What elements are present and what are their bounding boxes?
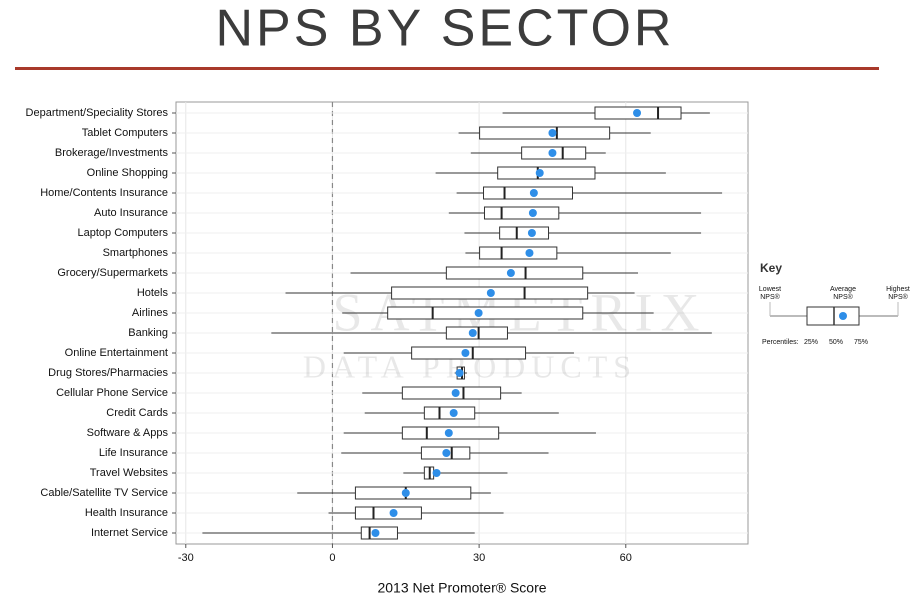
box bbox=[499, 226, 550, 240]
y-tick-label: Grocery/Supermarkets bbox=[57, 267, 168, 279]
y-tick-label: Brokerage/Investments bbox=[55, 147, 169, 159]
y-tick-label: Auto Insurance bbox=[94, 207, 168, 219]
key-label: 25% bbox=[804, 339, 818, 346]
chart-title: NPS BY SECTOR bbox=[216, 0, 675, 58]
mean bbox=[633, 109, 642, 117]
y-tick-label: Drug Stores/Pharmacies bbox=[48, 367, 168, 379]
mean bbox=[548, 149, 557, 157]
x-tick-label: 0 bbox=[329, 552, 335, 564]
y-tick-label: Internet Service bbox=[91, 527, 168, 539]
mean bbox=[444, 429, 453, 437]
key-label: 50% bbox=[829, 339, 843, 346]
title-rule bbox=[15, 67, 879, 70]
y-tick-label: Laptop Computers bbox=[78, 227, 169, 239]
key-label: Highest bbox=[886, 286, 910, 293]
mean bbox=[468, 329, 477, 337]
box bbox=[387, 306, 584, 320]
x-axis-label: 2013 Net Promoter® Score bbox=[377, 580, 546, 596]
mean bbox=[389, 509, 398, 517]
y-tick-label: Home/Contents Insurance bbox=[40, 187, 168, 199]
y-tick-label: Smartphones bbox=[103, 247, 169, 259]
mean bbox=[548, 129, 557, 137]
mean bbox=[486, 289, 495, 297]
y-tick-label: Hotels bbox=[137, 287, 169, 299]
y-tick-label: Tablet Computers bbox=[82, 127, 169, 139]
mean bbox=[529, 189, 538, 197]
mean bbox=[449, 409, 458, 417]
box bbox=[423, 406, 476, 420]
key-label: NPS® bbox=[888, 293, 908, 301]
mean bbox=[432, 469, 441, 477]
key-label: Percentiles: bbox=[762, 339, 799, 346]
box bbox=[354, 486, 472, 500]
key-label: 75% bbox=[854, 339, 868, 346]
key-label: Lowest bbox=[759, 286, 781, 293]
box bbox=[479, 246, 558, 260]
y-tick-label: Banking bbox=[128, 327, 168, 339]
key-box bbox=[806, 306, 860, 326]
y-tick-label: Airlines bbox=[132, 307, 169, 319]
y-tick-label: Cable/Satellite TV Service bbox=[40, 487, 168, 499]
mean bbox=[525, 249, 534, 257]
mean bbox=[451, 389, 460, 397]
x-tick-label: 30 bbox=[473, 552, 485, 564]
mean bbox=[371, 529, 380, 537]
key-label: Average bbox=[830, 286, 856, 293]
key-label: NPS® bbox=[833, 293, 853, 301]
y-tick-label: Online Entertainment bbox=[65, 347, 168, 359]
x-tick-label: 60 bbox=[620, 552, 632, 564]
mean bbox=[535, 169, 544, 177]
box bbox=[483, 186, 573, 200]
key-label: NPS® bbox=[760, 293, 780, 301]
mean bbox=[528, 209, 537, 217]
box bbox=[401, 386, 502, 400]
key-mean bbox=[839, 312, 847, 320]
box bbox=[483, 206, 560, 220]
mean bbox=[461, 349, 470, 357]
y-tick-label: Department/Speciality Stores bbox=[26, 107, 169, 119]
plot-area bbox=[175, 101, 749, 545]
x-tick-label: -30 bbox=[178, 552, 194, 564]
key: Key Lowest NPS® Average NPS® Highest NPS… bbox=[759, 261, 910, 346]
box bbox=[479, 126, 611, 140]
box bbox=[497, 166, 596, 180]
box bbox=[354, 506, 422, 520]
y-tick-label: Life Insurance bbox=[99, 447, 168, 459]
y-tick-label: Cellular Phone Service bbox=[56, 387, 168, 399]
key-title: Key bbox=[760, 261, 782, 275]
y-tick-label: Software & Apps bbox=[87, 427, 169, 439]
mean bbox=[527, 229, 536, 237]
y-tick-label: Health Insurance bbox=[85, 507, 168, 519]
mean bbox=[442, 449, 451, 457]
y-tick-label: Online Shopping bbox=[87, 167, 168, 179]
grid: -30 0 30 60 Department/Speciality Stores Tabl… bbox=[26, 102, 748, 564]
marks bbox=[202, 106, 723, 540]
mean bbox=[401, 489, 410, 497]
y-tick-label: Travel Websites bbox=[90, 467, 169, 479]
box bbox=[445, 326, 508, 340]
mean bbox=[455, 369, 464, 377]
mean bbox=[506, 269, 515, 277]
y-tick-label: Credit Cards bbox=[106, 407, 168, 419]
mean bbox=[474, 309, 483, 317]
